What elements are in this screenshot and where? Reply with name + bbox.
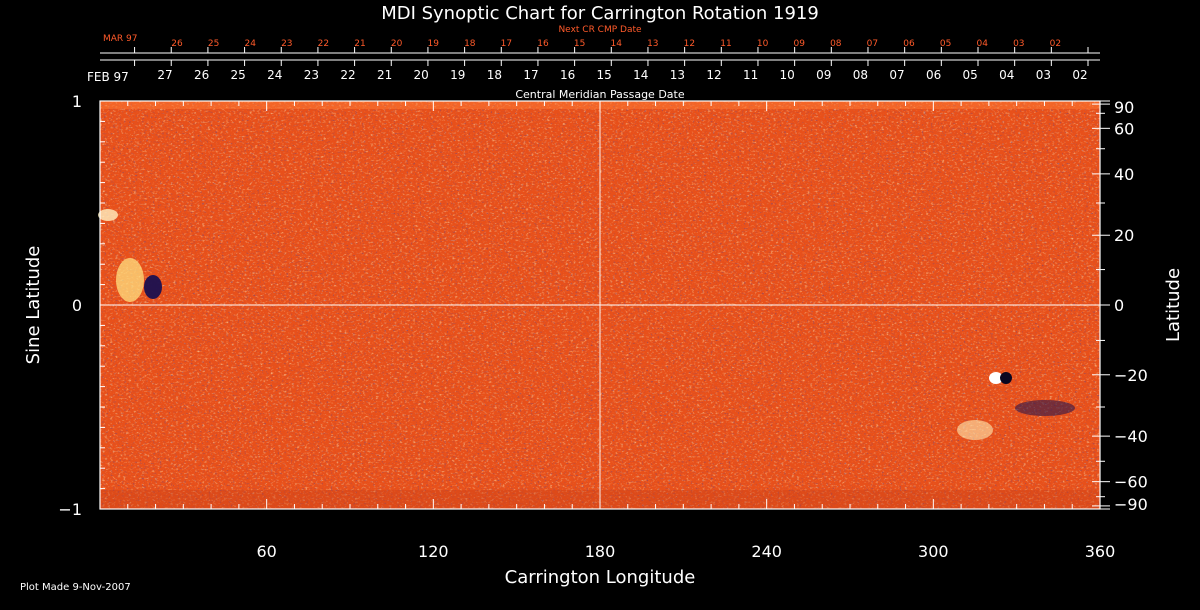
cmp-date-label: 06	[926, 68, 941, 82]
x-axis: 60 120 180 240 300 360	[127, 101, 1116, 561]
x-tick-label: 180	[585, 542, 616, 561]
next-cr-date-label: 12	[684, 39, 695, 49]
y-right-tick-label: 0	[1114, 296, 1124, 315]
next-cr-date-label: 23	[281, 39, 292, 49]
y-left-tick-label: 1	[72, 92, 82, 111]
next-cr-date-label: 17	[501, 39, 512, 49]
next-cr-date-label: 24	[244, 39, 256, 49]
y-right-axis: 90 60 40 20 0 −20 −40 −60 −90	[1092, 98, 1148, 514]
next-cr-date-label: 04	[976, 39, 988, 49]
cmp-date-label: 03	[1036, 68, 1051, 82]
next-cr-label: Next CR CMP Date	[558, 25, 642, 35]
cmp-date-label: 07	[889, 68, 904, 82]
next-cr-date-label: 26	[171, 39, 183, 49]
y-right-tick-label: 20	[1114, 226, 1134, 245]
cmp-date-label: 19	[450, 68, 465, 82]
cmp-date-label: 22	[340, 68, 355, 82]
cmp-date-label: 23	[304, 68, 319, 82]
next-cr-axis-ticks	[100, 47, 1100, 54]
active-region-west-positive	[116, 258, 144, 302]
plot-made-footer: Plot Made 9-Nov-2007	[20, 582, 131, 593]
active-region-west-negative	[144, 275, 162, 299]
plage-north-west	[98, 209, 118, 221]
next-cr-date-label: 15	[574, 39, 585, 49]
y-right-tick-label: 60	[1114, 119, 1134, 138]
cmp-date-label: 09	[816, 68, 831, 82]
y-right-axis-label: Latitude	[1163, 268, 1184, 342]
next-cr-date-label: 16	[537, 39, 549, 49]
x-tick-label: 240	[751, 542, 782, 561]
active-region-south-plage	[957, 420, 993, 440]
cmp-date-label: 05	[963, 68, 978, 82]
cmp-dates: 27 26 25 24 23 22 21 20 19 18 17 16 15 14 13 12 11 10 09 08…	[157, 68, 1087, 82]
cmp-date-label: 14	[633, 68, 648, 82]
cmp-axis-ticks	[100, 59, 1100, 66]
x-axis-label: Carrington Longitude	[505, 567, 696, 588]
next-cr-date-label: 09	[793, 39, 805, 49]
cmp-date-label: 21	[377, 68, 392, 82]
y-left-axis-label: Sine Latitude	[23, 246, 44, 365]
y-right-tick-label: −40	[1114, 427, 1148, 446]
cmp-date-label: 24	[267, 68, 282, 82]
cmp-date-label: 12	[706, 68, 721, 82]
cmp-date-label: 11	[743, 68, 758, 82]
cmp-date-label: 02	[1072, 68, 1087, 82]
next-cr-month: MAR 97	[103, 34, 138, 44]
next-cr-date-label: 21	[354, 39, 365, 49]
y-right-tick-label: 90	[1114, 98, 1134, 117]
y-left-tick-label: −1	[58, 500, 82, 519]
cmp-date-label: 26	[194, 68, 209, 82]
cmp-date-label: 25	[231, 68, 246, 82]
x-tick-label: 360	[1085, 542, 1116, 561]
x-tick-label: 60	[256, 542, 276, 561]
active-region-south-positive	[989, 372, 1003, 384]
next-cr-date-label: 10	[757, 39, 769, 49]
cmp-date-label: 13	[670, 68, 685, 82]
x-tick-label: 120	[418, 542, 449, 561]
next-cr-date-label: 11	[720, 39, 731, 49]
grid-lines	[100, 101, 1100, 509]
y-right-tick-label: −90	[1114, 495, 1148, 514]
chart-title: MDI Synoptic Chart for Carrington Rotati…	[381, 3, 819, 24]
y-left-axis: 1 0 −1	[58, 92, 110, 519]
cmp-date-label: 17	[523, 68, 538, 82]
cmp-date-label: 04	[999, 68, 1014, 82]
active-region-south-trail	[1015, 400, 1075, 416]
next-cr-date-label: 03	[1013, 39, 1024, 49]
x-tick-label: 300	[918, 542, 949, 561]
next-cr-date-label: 18	[464, 39, 476, 49]
cmp-date-label: 10	[780, 68, 795, 82]
next-cr-date-label: 20	[391, 39, 403, 49]
cmp-date-label: 20	[414, 68, 429, 82]
active-region-south-negative	[1000, 372, 1012, 384]
y-right-tick-label: 40	[1114, 165, 1134, 184]
next-cr-date-label: 13	[647, 39, 658, 49]
y-left-tick-label: 0	[72, 296, 82, 315]
next-cr-date-label: 14	[610, 39, 622, 49]
next-cr-date-label: 06	[903, 39, 915, 49]
next-cr-date-label: 05	[940, 39, 951, 49]
cmp-date-label: 27	[157, 68, 172, 82]
y-right-tick-label: −20	[1114, 366, 1148, 385]
next-cr-date-label: 25	[208, 39, 219, 49]
next-cr-date-label: 08	[830, 39, 842, 49]
cmp-date-label: 18	[487, 68, 502, 82]
next-cr-dates: 26 25 24 23 22 21 20 19 18 17 16 15 14 13 12 11 10 09 08 07…	[171, 39, 1061, 49]
next-cr-date-label: 19	[427, 39, 439, 49]
cmp-date-label: 15	[597, 68, 612, 82]
active-regions	[98, 209, 1075, 440]
next-cr-date-label: 07	[867, 39, 878, 49]
y-right-tick-label: −60	[1114, 473, 1148, 492]
next-cr-date-label: 02	[1050, 39, 1061, 49]
cmp-axis-label: Central Meridian Passage Date	[515, 88, 684, 101]
cmp-date-label: 08	[853, 68, 868, 82]
cmp-date-label: 16	[560, 68, 575, 82]
cmp-month: FEB 97	[87, 70, 129, 84]
next-cr-date-label: 22	[318, 39, 329, 49]
